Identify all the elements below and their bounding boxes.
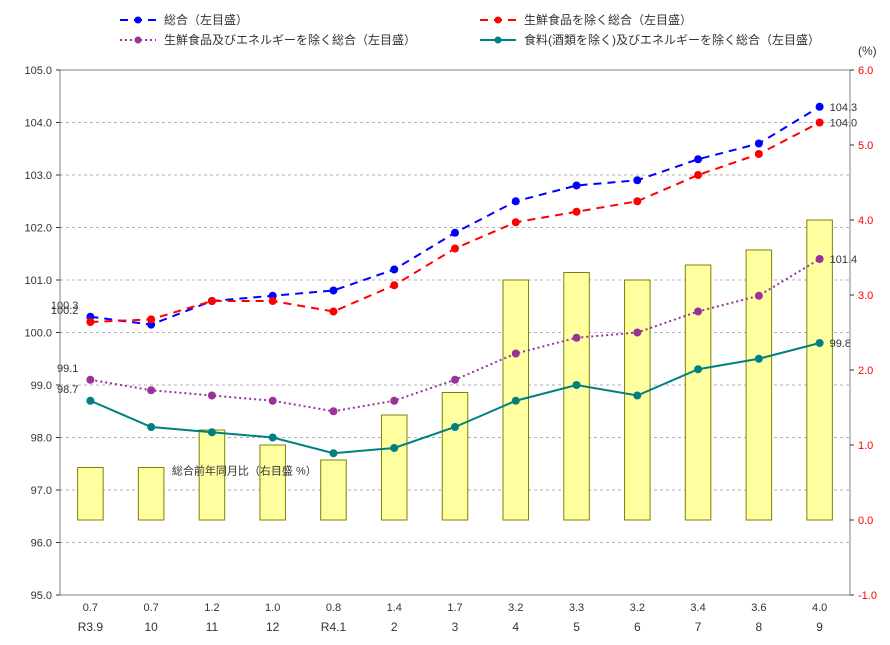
x-category: R3.9 [78,620,104,634]
right-tick: 3.0 [858,290,873,302]
left-tick: 98.0 [31,433,52,445]
chart-container: 0.7 0.7 1.2 1.0 0.8 1.4 1.7 3.2 3.3 3.2 3.4 3.6 4.0 総… [0,0,890,645]
bars-series-label: 総合前年同月比（右目盛 %） [172,463,317,477]
right-tick: 2.0 [858,365,873,377]
left-tick: 100.0 [24,328,52,340]
legend-label-1: 生鮮食品を除く総合（左目盛） [524,12,692,27]
left-tick: 105.0 [24,65,52,77]
right-tick: 4.0 [858,215,873,227]
series-2-end-label: 101.4 [830,254,858,266]
svg-text:4.0: 4.0 [812,602,827,614]
svg-text:0.8: 0.8 [326,602,341,614]
svg-text:3.2: 3.2 [630,602,645,614]
x-category: 9 [816,620,823,634]
legend-label-2: 生鮮食品及びエネルギーを除く総合（左目盛） [164,32,416,47]
left-tick: 96.0 [31,538,52,550]
right-tick: -1.0 [858,590,877,602]
svg-text:0.7: 0.7 [144,602,159,614]
x-category: 6 [634,620,641,634]
right-tick: 0.0 [858,515,873,527]
left-tick: 99.0 [31,380,52,392]
svg-text:3.6: 3.6 [751,602,766,614]
svg-text:1.0: 1.0 [265,602,280,614]
right-axis-label: (%) [858,44,877,58]
legend-label-0: 総合（左目盛） [164,12,248,27]
svg-text:1.4: 1.4 [387,602,402,614]
series-1-start-label: 100.2 [51,305,79,317]
left-tick: 95.0 [31,590,52,602]
right-tick: 1.0 [858,440,873,452]
x-category: 2 [391,620,398,634]
x-category: 11 [206,620,219,634]
series-1-end-label: 104.0 [830,118,858,130]
svg-text:1.7: 1.7 [447,602,462,614]
left-tick: 101.0 [24,275,52,287]
x-category: 5 [573,620,580,634]
series-0-end-label: 104.3 [830,102,858,114]
left-tick: 104.0 [24,118,52,130]
x-category: 12 [266,620,280,634]
x-category: 10 [144,620,158,634]
chart-svg: 0.7 0.7 1.2 1.0 0.8 1.4 1.7 3.2 3.3 3.2 3.4 3.6 4.0 総… [0,0,890,645]
left-tick: 103.0 [24,170,52,182]
x-category: 8 [756,620,763,634]
x-category: R4.1 [321,620,347,634]
x-category: 4 [512,620,519,634]
right-tick: 6.0 [858,65,873,77]
x-category: 7 [695,620,702,634]
svg-text:3.4: 3.4 [690,602,705,614]
x-category: 3 [452,620,459,634]
svg-text:0.7: 0.7 [83,602,98,614]
left-tick: 97.0 [31,485,52,497]
svg-text:1.2: 1.2 [204,602,219,614]
right-tick: 5.0 [858,140,873,152]
svg-text:3.2: 3.2 [508,602,523,614]
left-tick: 102.0 [24,223,52,235]
svg-text:3.3: 3.3 [569,602,584,614]
legend-label-3: 食料(酒類を除く)及びエネルギーを除く総合（左目盛） [524,32,820,47]
series-3-end-label: 99.8 [830,338,851,350]
